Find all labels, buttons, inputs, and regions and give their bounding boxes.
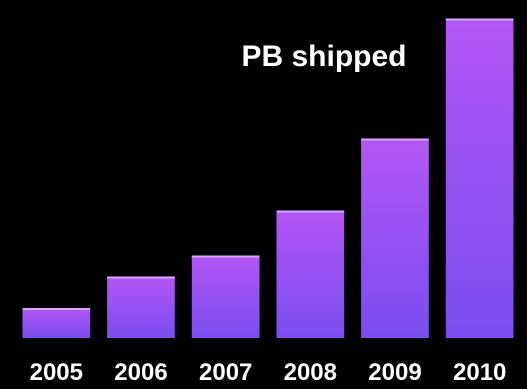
x-tick-label-2006: 2006 xyxy=(114,359,167,386)
x-tick-label-2007: 2007 xyxy=(199,359,252,386)
bar-2008 xyxy=(276,210,345,338)
bar-highlight-2005 xyxy=(22,308,91,310)
x-tick-label-2009: 2009 xyxy=(368,359,421,386)
bars xyxy=(22,18,514,338)
bar-highlight-2006 xyxy=(107,276,175,279)
bar-2006 xyxy=(107,276,175,338)
bar-highlight-2010 xyxy=(445,18,514,21)
x-axis-tick-labels: 2005 2006 2007 2008 2009 2010 xyxy=(30,359,507,386)
x-tick-label-2005: 2005 xyxy=(30,359,83,386)
x-tick-label-2010: 2010 xyxy=(453,359,506,386)
bar-2007 xyxy=(191,255,260,338)
bar-2010 xyxy=(445,18,514,338)
x-tick-label-2008: 2008 xyxy=(284,359,337,386)
bar-2009 xyxy=(361,138,429,338)
bar-highlight-2009 xyxy=(361,138,429,141)
bar-highlight-2008 xyxy=(276,210,345,213)
bar-2005 xyxy=(22,308,91,338)
chart-title: PB shipped xyxy=(241,40,406,73)
bar-highlight-2007 xyxy=(191,255,260,258)
